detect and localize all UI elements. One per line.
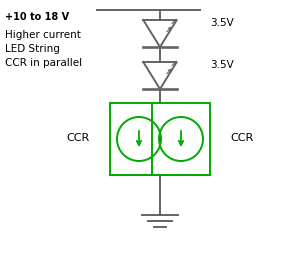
Text: Higher current
LED String
CCR in parallel: Higher current LED String CCR in paralle… <box>5 30 82 68</box>
Text: 3.5V: 3.5V <box>210 60 234 70</box>
Bar <box>152 103 210 175</box>
Bar <box>110 103 168 175</box>
Text: CCR: CCR <box>230 133 253 143</box>
Polygon shape <box>143 62 177 89</box>
Text: CCR: CCR <box>67 133 90 143</box>
Text: 3.5V: 3.5V <box>210 18 234 28</box>
Text: +10 to 18 V: +10 to 18 V <box>5 12 69 22</box>
Polygon shape <box>143 20 177 47</box>
